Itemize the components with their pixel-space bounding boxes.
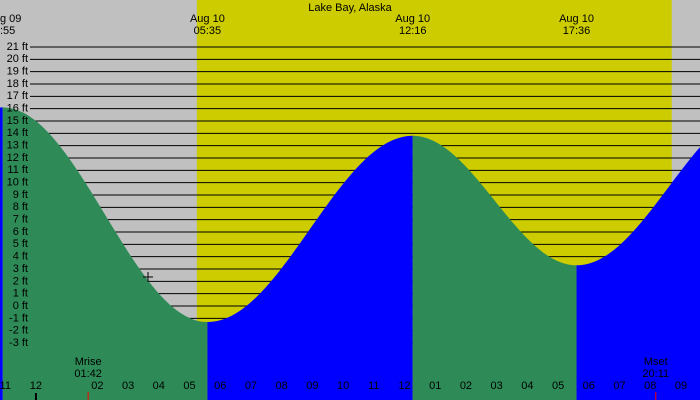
moon-time: 20:11 xyxy=(642,368,669,380)
y-tick-label: 21 ft xyxy=(7,41,28,53)
extreme-time: 12:16 xyxy=(399,25,427,37)
y-tick-label: -1 ft xyxy=(9,312,28,324)
x-tick-label: 07 xyxy=(613,380,625,392)
x-tick-label: 12 xyxy=(398,380,410,392)
x-tick-label: 02 xyxy=(91,380,103,392)
cursor xyxy=(143,272,153,282)
extreme-time: :55 xyxy=(0,25,15,37)
tide-area xyxy=(412,135,577,400)
x-tick-label: 01 xyxy=(429,380,441,392)
tide-area xyxy=(576,147,700,400)
y-tick-label: 8 ft xyxy=(13,201,28,213)
x-tick-label: 09 xyxy=(675,380,687,392)
x-tick-label: 03 xyxy=(491,380,503,392)
y-tick-label: 2 ft xyxy=(13,275,28,287)
y-tick-label: 1 ft xyxy=(13,288,28,300)
x-tick-label: 02 xyxy=(460,380,472,392)
y-tick-label: 15 ft xyxy=(7,115,28,127)
extreme-date: g 09 xyxy=(0,13,21,25)
extreme-date: Aug 10 xyxy=(190,13,225,25)
x-tick-label: 08 xyxy=(644,380,656,392)
y-tick-label: -3 ft xyxy=(9,337,28,349)
x-tick-label: 11 xyxy=(0,380,11,392)
y-tick-label: 0 ft xyxy=(13,300,28,312)
y-tick-label: 13 ft xyxy=(7,140,28,152)
y-tick-label: 20 ft xyxy=(7,53,28,65)
x-tick-label: 05 xyxy=(183,380,195,392)
x-tick-label: 04 xyxy=(521,380,533,392)
y-tick-label: 16 ft xyxy=(7,103,28,115)
x-tick-label: 06 xyxy=(583,380,595,392)
moon-time: 01:42 xyxy=(74,368,102,380)
chart-title: Lake Bay, Alaska xyxy=(308,2,392,14)
x-tick-label: 07 xyxy=(245,380,257,392)
extreme-date: Aug 10 xyxy=(395,13,430,25)
x-tick-label: 05 xyxy=(552,380,564,392)
moon-label: Mset xyxy=(644,356,668,368)
y-tick-label: 7 ft xyxy=(13,214,28,226)
x-tick-label: 06 xyxy=(214,380,226,392)
extreme-date: Aug 10 xyxy=(559,13,594,25)
y-tick-label: 12 ft xyxy=(7,152,28,164)
x-tick-label: 11 xyxy=(368,380,379,392)
y-tick-label: -2 ft xyxy=(9,325,28,337)
x-tick-label: 12 xyxy=(30,380,42,392)
tide-area xyxy=(0,107,3,400)
y-tick-label: 14 ft xyxy=(7,127,28,139)
y-tick-label: 9 ft xyxy=(13,189,28,201)
x-tick-label: 04 xyxy=(153,380,165,392)
extreme-time: 17:36 xyxy=(563,25,591,37)
y-tick-label: 19 ft xyxy=(7,66,28,78)
y-tick-label: 3 ft xyxy=(13,263,28,275)
x-tick-label: 10 xyxy=(337,380,349,392)
tide-area xyxy=(207,135,413,400)
tide-layer xyxy=(0,107,700,400)
x-tick-label: 09 xyxy=(306,380,318,392)
y-tick-label: 10 ft xyxy=(7,177,28,189)
x-tick-label: 03 xyxy=(122,380,134,392)
y-tick-label: 4 ft xyxy=(13,251,28,263)
y-tick-label: 6 ft xyxy=(13,226,28,238)
y-tick-label: 17 ft xyxy=(7,90,28,102)
y-tick-label: 5 ft xyxy=(13,238,28,250)
y-tick-label: 11 ft xyxy=(7,164,28,176)
x-tick-label: 08 xyxy=(276,380,288,392)
y-tick-label: 18 ft xyxy=(7,78,28,90)
tide-area xyxy=(2,107,208,400)
moon-label: Mrise xyxy=(75,356,102,368)
extreme-time: 05:35 xyxy=(194,25,222,37)
